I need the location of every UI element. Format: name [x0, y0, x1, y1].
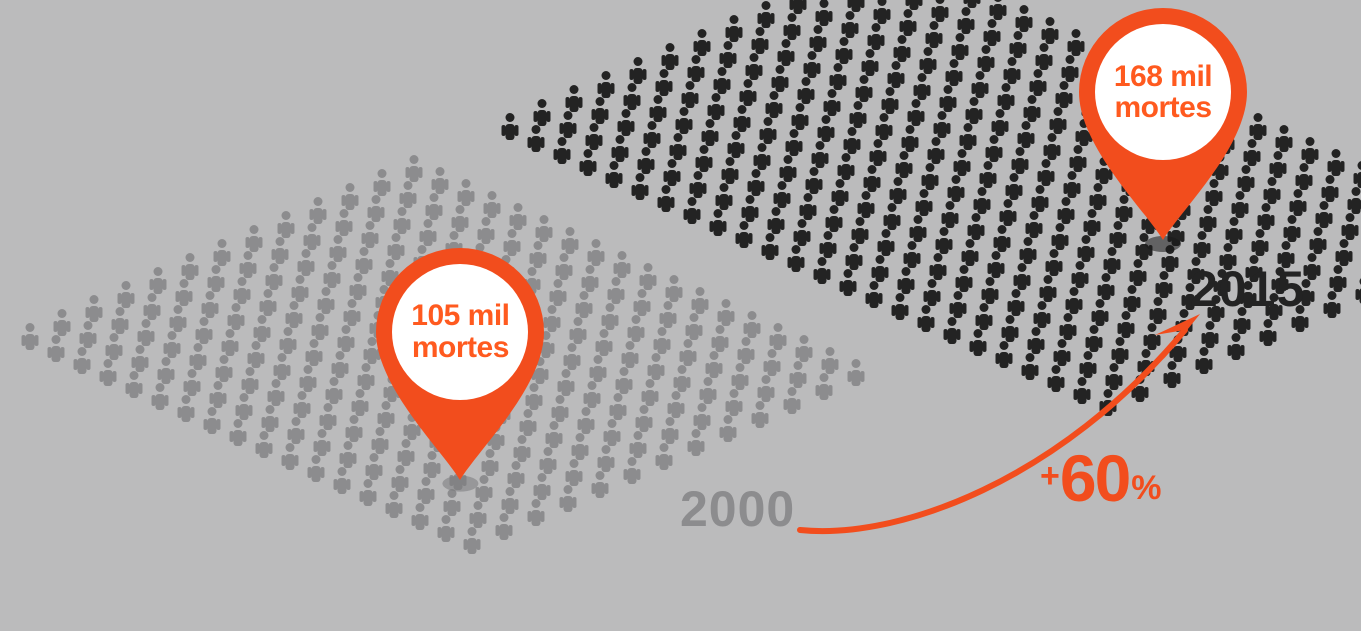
- increase-percent: %: [1131, 469, 1161, 507]
- pin-2015-shadow: [1145, 236, 1181, 252]
- increase-plus: +: [1040, 457, 1060, 495]
- infographic-stage: 105 milmortes168 milmortes20002015+60%: [0, 0, 1361, 631]
- year-start-label: 2000: [680, 480, 795, 538]
- increase-label: +60%: [1040, 440, 1162, 516]
- year-end-label: 2015: [1190, 260, 1305, 318]
- pin-2000-shadow: [442, 476, 478, 492]
- increase-number: 60: [1060, 441, 1129, 515]
